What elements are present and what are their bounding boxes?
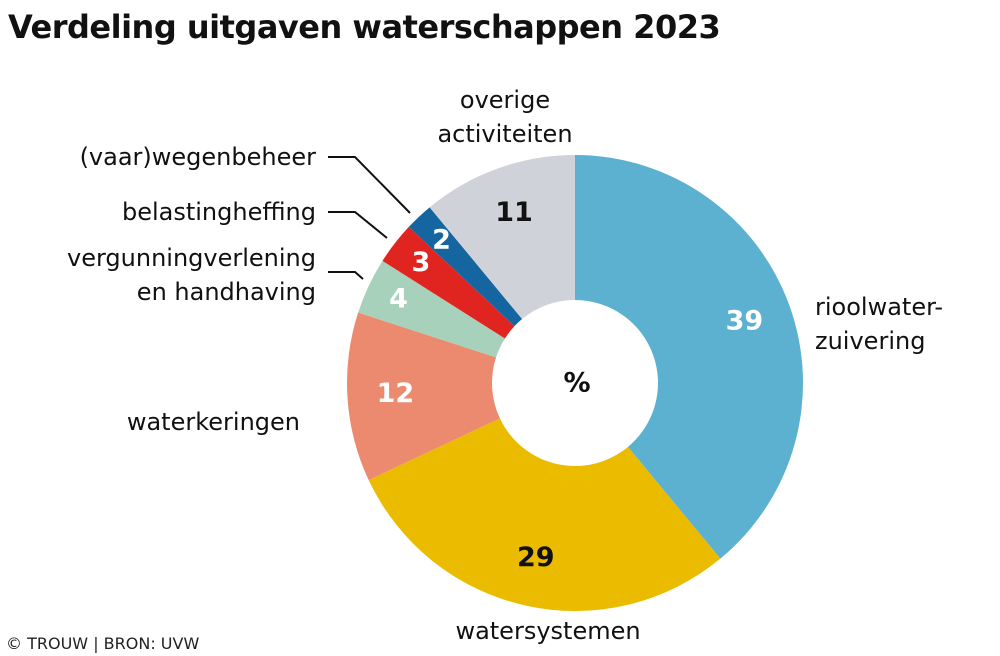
value-label: 4 [389, 283, 408, 314]
value-label: 2 [432, 224, 451, 255]
donut-slice [368, 418, 721, 611]
center-label: % [563, 368, 590, 399]
category-label: (vaar)wegenbeheer [79, 143, 316, 171]
source: © TROUW | BRON: UVW [6, 634, 200, 653]
donut-slice [408, 207, 523, 327]
leader-line [328, 211, 388, 239]
value-label: 39 [726, 306, 764, 337]
donut-slice [575, 155, 803, 559]
value-label: 12 [377, 378, 415, 409]
value-label: 11 [495, 197, 533, 228]
donut-slice [382, 226, 515, 339]
leader-line [328, 156, 411, 214]
category-label: vergunningverlening en handhaving [67, 244, 316, 306]
category-label: waterkeringen [126, 408, 300, 436]
donut-slice [358, 260, 505, 358]
value-label: 3 [412, 247, 431, 278]
category-label: overige activiteiten [437, 86, 573, 148]
leader-line [328, 271, 364, 280]
value-label: 29 [517, 542, 555, 573]
chart-title: Verdeling uitgaven waterschappen 2023 [8, 8, 721, 46]
donut-slice [347, 312, 500, 481]
donut-slice [429, 155, 575, 320]
category-label: rioolwater- zuivering [815, 293, 944, 355]
category-label: belastingheffing [121, 198, 316, 226]
category-label: watersystemen [455, 617, 641, 645]
